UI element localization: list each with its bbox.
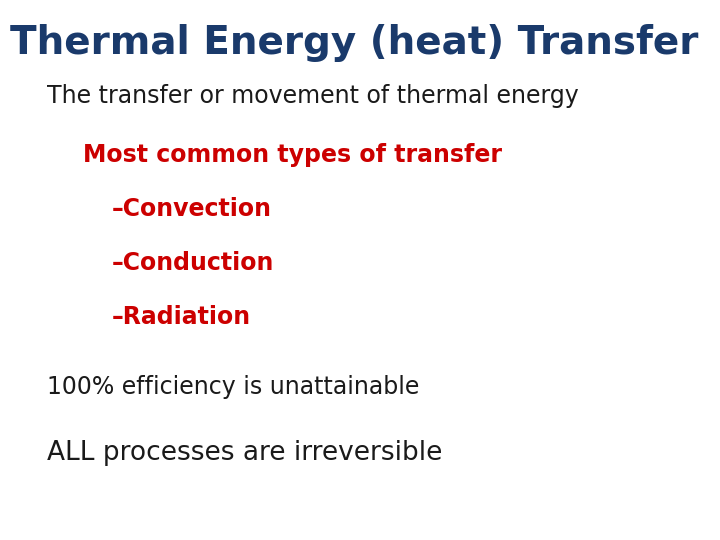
- Text: Most common types of transfer: Most common types of transfer: [83, 143, 502, 167]
- Text: Thermal Energy (heat) Transfer: Thermal Energy (heat) Transfer: [10, 24, 698, 62]
- Text: –Radiation: –Radiation: [112, 305, 251, 329]
- Text: 100% efficiency is unattainable: 100% efficiency is unattainable: [47, 375, 419, 399]
- Text: –Convection: –Convection: [112, 197, 271, 221]
- Text: ALL processes are irreversible: ALL processes are irreversible: [47, 440, 442, 466]
- Text: –Conduction: –Conduction: [112, 251, 274, 275]
- Text: The transfer or movement of thermal energy: The transfer or movement of thermal ener…: [47, 84, 579, 107]
